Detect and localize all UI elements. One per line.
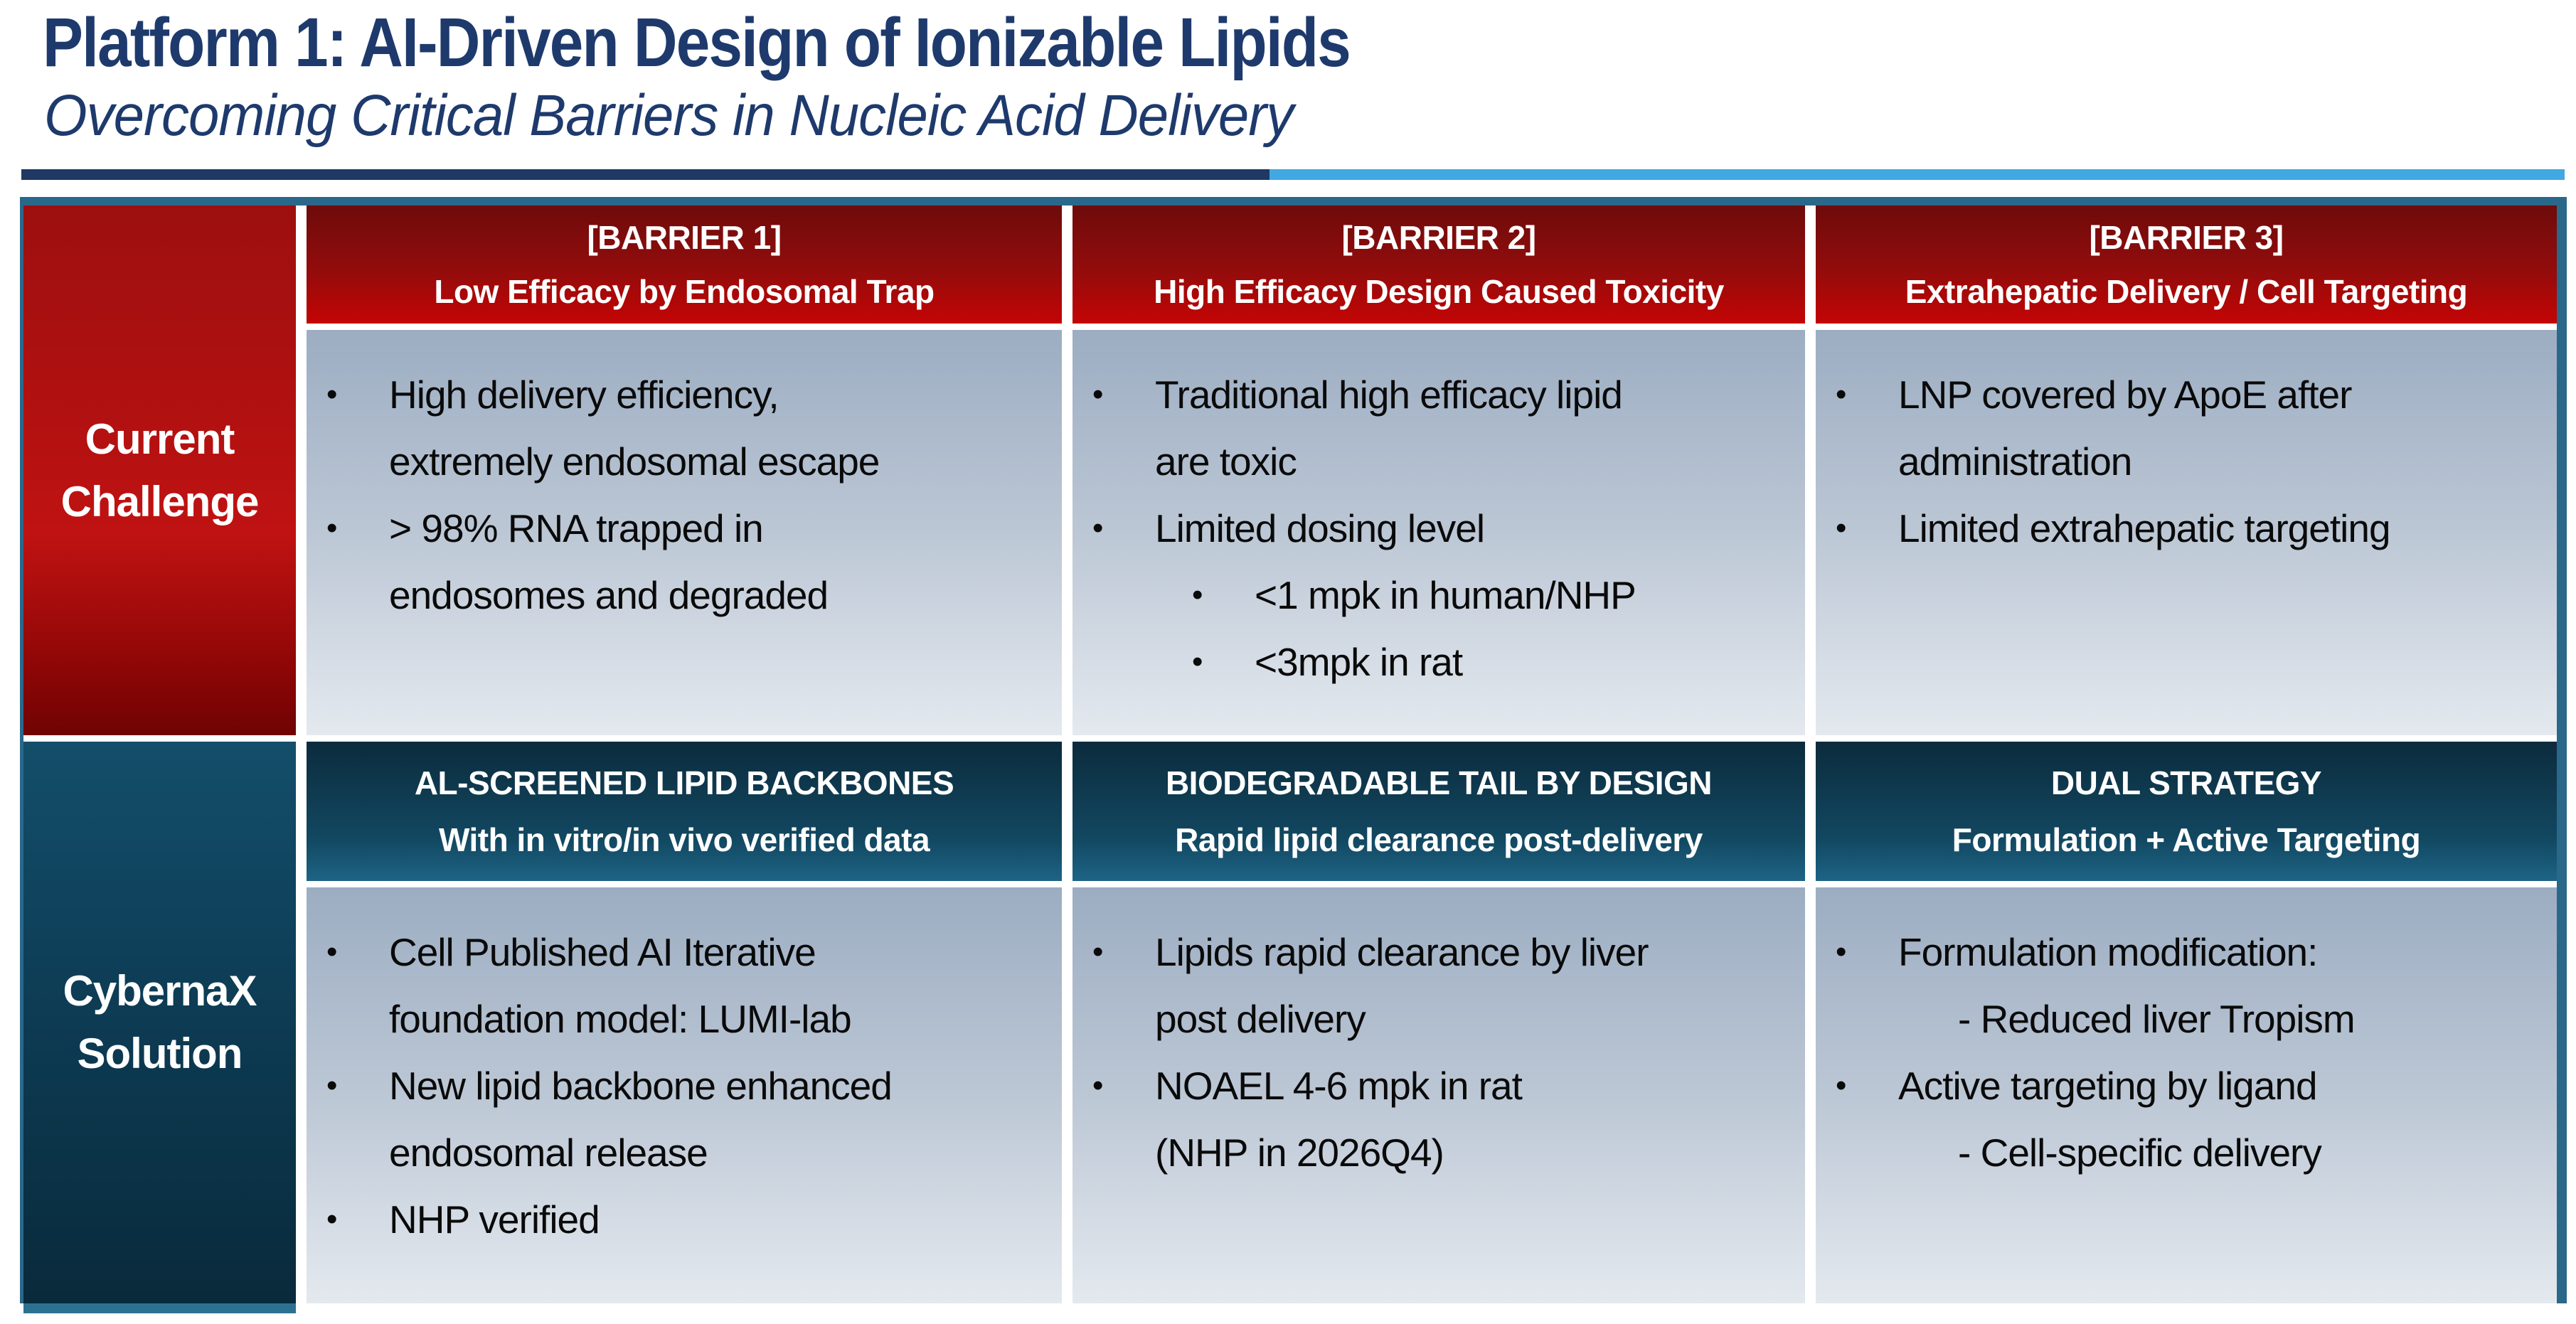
solution-3-header: DUAL STRATEGY Formulation + Active Targe… bbox=[1816, 742, 2557, 881]
solution-1-header: AL-SCREENED LIPID BACKBONES With in vitr… bbox=[307, 742, 1062, 881]
bullet-text: Limited dosing level bbox=[1155, 506, 1485, 550]
bullet-item: • Limited extrahepatic targeting bbox=[1836, 495, 2544, 562]
bullet-item: • <1 mpk in human/NHP bbox=[1192, 562, 1792, 629]
bullet-icon: • bbox=[1836, 511, 1846, 545]
barrier-2-tag: [BARRIER 2] bbox=[1341, 219, 1536, 256]
bullet-icon: • bbox=[1836, 1068, 1846, 1103]
bullet-text: Cell Published AI Iterative foundation m… bbox=[389, 930, 852, 1041]
bullet-item: • New lipid backbone enhanced endosomal r… bbox=[326, 1052, 1049, 1186]
bullet-text: High delivery efficiency, extremely endo… bbox=[389, 373, 880, 484]
bullet-icon: • bbox=[1092, 377, 1103, 412]
solution-3-tag: DUAL STRATEGY bbox=[2050, 764, 2322, 801]
bullet-text: Active targeting by ligand bbox=[1898, 1064, 2318, 1108]
bullet-icon: • bbox=[326, 1202, 337, 1237]
bullet-item: • Formulation modification: bbox=[1836, 919, 2544, 986]
solution-2-tag: BIODEGRADABLE TAIL BY DESIGN bbox=[1165, 764, 1713, 801]
bullet-icon: • bbox=[326, 1068, 337, 1103]
solution-row-label: CybernaX Solution bbox=[23, 742, 296, 1303]
solution-cell-2: • Lipids rapid clearance by liver post de… bbox=[1073, 887, 1805, 1303]
challenge-row-label: Current Challenge bbox=[23, 205, 296, 735]
bullet-item: • Traditional high efficacy lipid are tox… bbox=[1092, 361, 1792, 495]
bullet-text: Lipids rapid clearance by liver post del… bbox=[1155, 930, 1649, 1041]
bullet-text: NOAEL 4-6 mpk in rat (NHP in 2026Q4) bbox=[1155, 1064, 1523, 1175]
bullet-icon: • bbox=[1192, 644, 1203, 679]
title-underline bbox=[21, 169, 2565, 180]
table-bottom-accent-bar bbox=[23, 1303, 296, 1313]
bullet-item: • Cell Published AI Iterative foundation … bbox=[326, 919, 1049, 1052]
bullet-icon: • bbox=[1836, 377, 1846, 412]
page-subtitle: Overcoming Critical Barriers in Nucleic … bbox=[44, 83, 1294, 148]
barrier-1-header: [BARRIER 1] Low Efficacy by Endosomal Tr… bbox=[307, 205, 1062, 324]
solution-1-subtitle: With in vitro/in vivo verified data bbox=[438, 821, 930, 858]
challenge-cell-2: • Traditional high efficacy lipid are tox… bbox=[1073, 330, 1805, 735]
barrier-1-title: Low Efficacy by Endosomal Trap bbox=[434, 273, 935, 310]
bullet-text: - Cell-specific delivery bbox=[1958, 1131, 2322, 1175]
solution-3-subtitle: Formulation + Active Targeting bbox=[1952, 821, 2421, 858]
bullet-item: • Limited dosing level bbox=[1092, 495, 1792, 562]
bullet-item: • NHP verified bbox=[326, 1186, 1049, 1253]
challenge-cell-1: • High delivery efficiency, extremely end… bbox=[307, 330, 1062, 735]
bullet-item: • Active targeting by ligand bbox=[1836, 1052, 2544, 1119]
bullet-icon: • bbox=[326, 377, 337, 412]
bullet-text: <1 mpk in human/NHP bbox=[1255, 573, 1636, 617]
bullet-icon: • bbox=[326, 934, 337, 969]
page-title: Platform 1: AI-Driven Design of Ionizabl… bbox=[43, 4, 1351, 81]
barrier-1-tag: [BARRIER 1] bbox=[587, 219, 782, 256]
barrier-2-title: High Efficacy Design Caused Toxicity bbox=[1154, 273, 1724, 310]
bullet-icon: • bbox=[1836, 934, 1846, 969]
bullet-item: • LNP covered by ApoE after administratio… bbox=[1836, 361, 2544, 495]
barrier-3-header: [BARRIER 3] Extrahepatic Delivery / Cell… bbox=[1816, 205, 2557, 324]
bullet-text: LNP covered by ApoE after administration bbox=[1898, 373, 2352, 484]
solution-cell-3: • Formulation modification: - Reduced live… bbox=[1816, 887, 2557, 1303]
bullet-text: Traditional high efficacy lipid are toxi… bbox=[1155, 373, 1623, 484]
bullet-item: • <3mpk in rat bbox=[1192, 629, 1792, 695]
barrier-3-tag: [BARRIER 3] bbox=[2089, 219, 2284, 256]
bullet-text: NHP verified bbox=[389, 1197, 600, 1242]
bullet-item: • Lipids rapid clearance by liver post de… bbox=[1092, 919, 1792, 1052]
solution-2-subtitle: Rapid lipid clearance post-delivery bbox=[1175, 821, 1703, 858]
bullet-icon: • bbox=[1092, 1068, 1103, 1103]
bullet-item: • > 98% RNA trapped in endosomes and degr… bbox=[326, 495, 1049, 629]
solution-2-header: BIODEGRADABLE TAIL BY DESIGN Rapid lipid… bbox=[1073, 742, 1805, 881]
solution-cell-1: • Cell Published AI Iterative foundation … bbox=[307, 887, 1062, 1303]
bullet-text: Limited extrahepatic targeting bbox=[1898, 506, 2391, 550]
barrier-3-title: Extrahepatic Delivery / Cell Targeting bbox=[1905, 273, 2468, 310]
bullet-text: - Reduced liver Tropism bbox=[1958, 997, 2356, 1041]
bullet-text: Formulation modification: bbox=[1898, 930, 2318, 974]
barrier-2-header: [BARRIER 2] High Efficacy Design Caused … bbox=[1073, 205, 1805, 324]
bullet-item: • High delivery efficiency, extremely end… bbox=[326, 361, 1049, 495]
bullet-icon: • bbox=[1092, 934, 1103, 969]
bullet-icon: • bbox=[1092, 511, 1103, 545]
bullet-text: > 98% RNA trapped in endosomes and degra… bbox=[389, 506, 829, 617]
bullet-item: • NOAEL 4-6 mpk in rat (NHP in 2026Q4) bbox=[1092, 1052, 1792, 1186]
bullet-text: <3mpk in rat bbox=[1255, 640, 1463, 684]
bullet-item: - Reduced liver Tropism bbox=[1958, 986, 2544, 1052]
challenge-cell-3: • LNP covered by ApoE after administratio… bbox=[1816, 330, 2557, 735]
bullet-icon: • bbox=[1192, 577, 1203, 612]
solution-1-tag: AL-SCREENED LIPID BACKBONES bbox=[414, 764, 954, 801]
bullet-item: - Cell-specific delivery bbox=[1958, 1119, 2544, 1186]
underline-light-segment bbox=[1270, 169, 2565, 180]
comparison-table: Current Challenge CybernaX Solution [BAR… bbox=[20, 197, 2567, 1303]
bullet-icon: • bbox=[326, 511, 337, 545]
bullet-text: New lipid backbone enhanced endosomal re… bbox=[389, 1064, 893, 1175]
underline-dark-segment bbox=[21, 169, 1270, 180]
